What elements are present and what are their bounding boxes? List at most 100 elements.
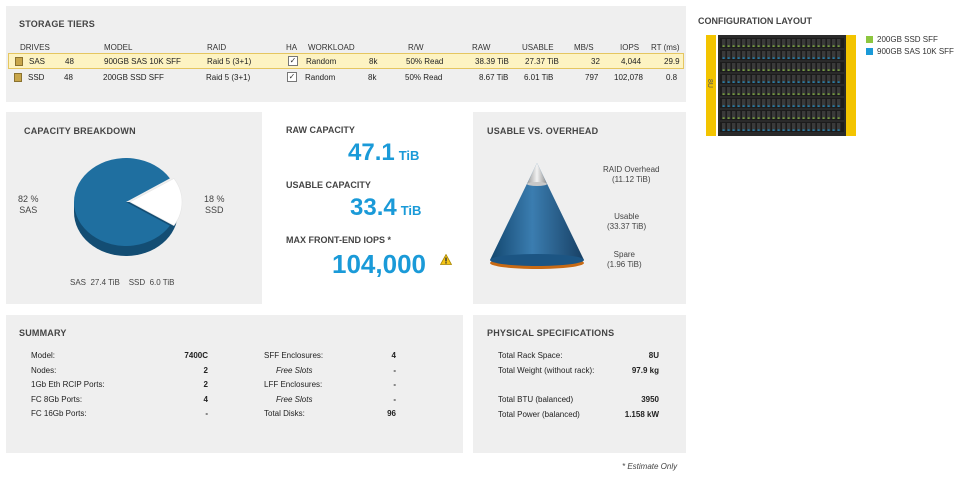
- ha-checkbox[interactable]: ✓: [288, 56, 298, 66]
- drive-slot: [832, 123, 836, 131]
- physical-value: 97.9 kg: [631, 366, 659, 375]
- ssd-drive-led: [762, 117, 765, 119]
- sas-drive-led: [777, 129, 780, 131]
- drive-slot: [742, 123, 746, 131]
- drive-slot: [822, 51, 826, 59]
- sas-drive-led: [737, 57, 740, 59]
- ssd-drive-led: [807, 69, 810, 71]
- drive-slot: [727, 63, 731, 71]
- sas-drive-led: [812, 129, 815, 131]
- raw-capacity-unit: TiB: [398, 148, 420, 163]
- summary-value: -: [393, 366, 396, 375]
- drive-slot: [762, 87, 766, 95]
- tier-raid[interactable]: Raid 5 (3+1): [207, 57, 252, 66]
- drive-slot: [737, 111, 741, 119]
- drive-slot: [792, 99, 796, 107]
- drive-icon: [15, 57, 23, 66]
- drive-slot: [767, 123, 771, 131]
- drive-slot: [792, 63, 796, 71]
- ssd-drive-led: [787, 93, 790, 95]
- cone-usable: [490, 163, 584, 260]
- drive-slot: [747, 123, 751, 131]
- drive-slot: [787, 99, 791, 107]
- sas-drive-led: [767, 57, 770, 59]
- tier-rw[interactable]: 50% Read: [406, 57, 444, 66]
- sas-drive-led: [827, 129, 830, 131]
- drive-slot: [742, 75, 746, 83]
- ssd-drive-led: [787, 45, 790, 47]
- drive-slot: [762, 51, 766, 59]
- drive-slot: [742, 63, 746, 71]
- ssd-drive-led: [812, 93, 815, 95]
- drive-slot: [797, 39, 801, 47]
- tier-model[interactable]: 900GB SAS 10K SFF: [104, 57, 181, 66]
- sas-drive-led: [797, 129, 800, 131]
- ssd-drive-led: [752, 69, 755, 71]
- tier-rw[interactable]: 50% Read: [405, 73, 443, 82]
- drive-slot: [732, 99, 736, 107]
- summary-label: FC 8Gb Ports:: [31, 395, 83, 404]
- sas-drive-led: [832, 81, 835, 83]
- drive-slot: [737, 39, 741, 47]
- ha-checkbox[interactable]: ✓: [287, 72, 297, 82]
- sas-drive-led: [832, 105, 835, 107]
- ssd-drive-led: [787, 69, 790, 71]
- drive-slot: [827, 123, 831, 131]
- ssd-drive-led: [747, 45, 750, 47]
- tier-block-size[interactable]: 8k: [368, 73, 377, 82]
- spare-text: Spare: [613, 250, 636, 259]
- configuration-layout-title: CONFIGURATION LAYOUT: [698, 16, 812, 26]
- capacity-pie-chart: [74, 158, 183, 256]
- drive-slot: [822, 111, 826, 119]
- tier-block-size[interactable]: 8k: [369, 57, 378, 66]
- sas-drive-led: [757, 105, 760, 107]
- col-ha: HA: [286, 43, 298, 52]
- tier-row-sas[interactable]: SAS 48 900GB SAS 10K SFF Raid 5 (3+1) ✓ …: [8, 53, 684, 69]
- sas-drive-led: [757, 57, 760, 59]
- drive-slot: [817, 51, 821, 59]
- ssd-drive-led: [732, 93, 735, 95]
- drive-slot: [812, 51, 816, 59]
- tier-model[interactable]: 200GB SSD SFF: [103, 73, 164, 82]
- summary-panel: SUMMARY Model: 7400C Nodes: 2 1Gb Eth RCIP P…: [6, 315, 463, 453]
- drive-slot: [832, 75, 836, 83]
- drive-slot: [727, 75, 731, 83]
- drive-slot: [812, 39, 816, 47]
- sas-drive-led: [752, 81, 755, 83]
- usable-value: (33.37 TiB): [607, 222, 647, 231]
- col-raw: RAW: [472, 43, 491, 52]
- ssd-label: SSD: [205, 205, 224, 215]
- drive-slot: [767, 111, 771, 119]
- tier-raid[interactable]: Raid 5 (3+1): [206, 73, 251, 82]
- drive-slot: [752, 51, 756, 59]
- drive-slot: [762, 99, 766, 107]
- ssd-drive-led: [822, 45, 825, 47]
- drive-slot: [807, 111, 811, 119]
- drive-slot: [777, 63, 781, 71]
- sas-drive-led: [817, 129, 820, 131]
- summary-label: LFF Enclosures:: [264, 380, 323, 389]
- ssd-drive-led: [727, 117, 730, 119]
- drive-slot: [792, 87, 796, 95]
- tier-row-ssd[interactable]: SSD 48 200GB SSD SFF Raid 5 (3+1) ✓ Rand…: [6, 70, 686, 86]
- sas-drive-led: [827, 81, 830, 83]
- ssd-drive-led: [802, 93, 805, 95]
- drive-slot: [752, 111, 756, 119]
- sas-drive-led: [837, 57, 840, 59]
- drive-slot: [722, 75, 726, 83]
- drive-slot: [807, 99, 811, 107]
- raid-overhead-label: RAID Overhead (11.12 TiB): [603, 165, 659, 185]
- warning-icon[interactable]: [440, 254, 452, 265]
- drive-slot: [802, 39, 806, 47]
- drive-slot: [757, 99, 761, 107]
- col-model: MODEL: [104, 43, 133, 52]
- ssd-drive-led: [782, 69, 785, 71]
- col-workload: WORKLOAD: [308, 43, 355, 52]
- storage-tiers-panel: STORAGE TIERS DRIVES MODEL RAID HA WORKL…: [6, 6, 686, 102]
- tier-workload[interactable]: Random: [306, 57, 337, 66]
- tier-workload[interactable]: Random: [305, 73, 336, 82]
- drive-slot: [822, 63, 826, 71]
- ssd-drive-led: [832, 93, 835, 95]
- drive-slot: [782, 51, 786, 59]
- sas-drive-led: [772, 81, 775, 83]
